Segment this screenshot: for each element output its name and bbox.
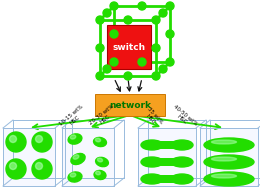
Polygon shape — [62, 128, 114, 186]
Circle shape — [152, 44, 160, 52]
Ellipse shape — [98, 158, 102, 162]
Ellipse shape — [68, 172, 82, 182]
Ellipse shape — [204, 172, 254, 186]
Ellipse shape — [70, 135, 76, 139]
FancyBboxPatch shape — [157, 141, 177, 149]
Ellipse shape — [95, 138, 101, 142]
FancyBboxPatch shape — [107, 25, 151, 69]
Circle shape — [159, 65, 167, 73]
Circle shape — [166, 58, 174, 66]
Ellipse shape — [73, 155, 79, 159]
FancyBboxPatch shape — [95, 94, 165, 116]
Ellipse shape — [96, 157, 108, 167]
Circle shape — [32, 159, 52, 179]
Ellipse shape — [70, 173, 76, 177]
Circle shape — [6, 159, 26, 179]
Ellipse shape — [94, 137, 106, 147]
Circle shape — [96, 72, 104, 80]
Text: 35 wt%
HSC: 35 wt% HSC — [142, 106, 163, 129]
Circle shape — [138, 2, 146, 10]
Ellipse shape — [68, 134, 82, 144]
Ellipse shape — [211, 140, 237, 144]
Text: 10-15 wt%
HSC: 10-15 wt% HSC — [58, 104, 88, 131]
Circle shape — [10, 136, 16, 143]
Text: network: network — [109, 101, 151, 109]
Circle shape — [103, 65, 111, 73]
Circle shape — [159, 9, 167, 17]
Circle shape — [110, 30, 118, 38]
Polygon shape — [138, 128, 196, 186]
Ellipse shape — [94, 170, 106, 180]
FancyBboxPatch shape — [157, 158, 177, 166]
Ellipse shape — [211, 157, 237, 161]
Circle shape — [110, 58, 118, 66]
Circle shape — [103, 9, 111, 17]
Circle shape — [6, 132, 26, 152]
FancyBboxPatch shape — [157, 175, 177, 183]
Ellipse shape — [96, 171, 100, 175]
Ellipse shape — [171, 140, 193, 150]
Circle shape — [152, 16, 160, 24]
Text: 40-50 wt%
HSC: 40-50 wt% HSC — [169, 104, 198, 131]
Circle shape — [36, 136, 42, 143]
Text: switch: switch — [112, 43, 146, 51]
Circle shape — [96, 16, 104, 24]
Circle shape — [96, 44, 104, 52]
Polygon shape — [3, 128, 55, 186]
Circle shape — [10, 163, 16, 170]
Circle shape — [152, 72, 160, 80]
Circle shape — [124, 72, 132, 80]
Ellipse shape — [211, 174, 237, 178]
Circle shape — [166, 30, 174, 38]
Ellipse shape — [171, 174, 193, 184]
Circle shape — [166, 2, 174, 10]
Ellipse shape — [141, 174, 163, 184]
Ellipse shape — [141, 140, 163, 150]
Ellipse shape — [204, 155, 254, 169]
Ellipse shape — [71, 153, 85, 165]
Circle shape — [138, 58, 146, 66]
Ellipse shape — [171, 157, 193, 167]
Ellipse shape — [141, 157, 163, 167]
Circle shape — [110, 2, 118, 10]
Circle shape — [36, 163, 42, 170]
Circle shape — [32, 132, 52, 152]
Ellipse shape — [204, 138, 254, 152]
Text: 20-30 wt%
HSC: 20-30 wt% HSC — [88, 104, 118, 131]
Polygon shape — [200, 128, 258, 186]
Circle shape — [124, 16, 132, 24]
